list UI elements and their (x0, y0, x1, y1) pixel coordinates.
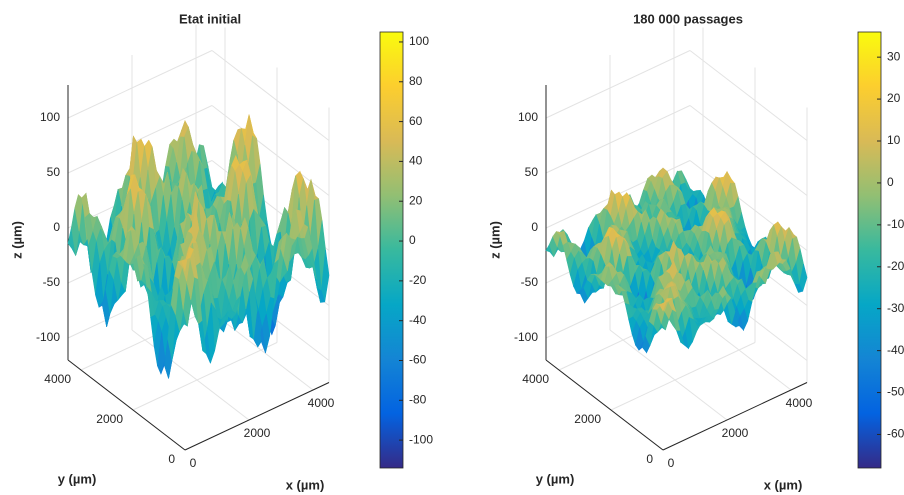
z-tick-label: 50 (47, 165, 61, 179)
grid-line (131, 329, 250, 421)
y-axis-label: y (µm) (536, 471, 575, 486)
subplot: 0 2000 4000 0 2000 4000 -100 -50 0 50 100 Etat init… (9, 11, 433, 492)
grid-line (211, 105, 330, 196)
colorbar-tick-label: -30 (887, 301, 904, 315)
grid-line (545, 105, 691, 174)
x-axis (662, 382, 808, 451)
colorbar-tick-label: 40 (409, 154, 423, 168)
z-tick-label: 100 (40, 110, 60, 124)
x-axis-label: x (µm) (286, 477, 325, 492)
z-tick-label: -100 (36, 330, 60, 344)
surface (67, 114, 330, 379)
grid-line (67, 105, 213, 174)
colorbar-tick-label: 30 (887, 49, 901, 63)
x-axis-label: x (µm) (764, 477, 803, 492)
colorbar-tick-label: 10 (887, 133, 901, 147)
colorbar-tick-label: -60 (409, 353, 427, 367)
z-tick-label: 100 (518, 110, 538, 124)
x-tick-label: 2000 (244, 426, 271, 440)
y-tick-label: 0 (646, 452, 653, 466)
z-tick-label: -100 (514, 330, 538, 344)
surface-patch (181, 247, 190, 272)
colorbar-tick-label: 80 (409, 74, 423, 88)
y-tick-label: 4000 (522, 372, 549, 386)
colorbar-tick-label: 60 (409, 114, 423, 128)
y-tick-label: 0 (168, 452, 175, 466)
colorbar-tick-label: -100 (409, 432, 433, 446)
z-axis-label: z (µm) (9, 221, 24, 259)
colorbar-tick-label: -40 (887, 343, 904, 357)
y-axis-label: y (µm) (58, 471, 97, 486)
chart-title: 180 000 passages (633, 11, 743, 26)
grid-line (610, 342, 756, 411)
colorbar-tick-label: 20 (887, 91, 901, 105)
colorbar-tick-label: 20 (409, 193, 423, 207)
grid-line (609, 329, 728, 421)
colorbar-tick-label: -20 (887, 259, 904, 273)
z-tick-label: 50 (525, 165, 539, 179)
surface (545, 167, 808, 354)
colorbar-tick-label: 100 (409, 34, 429, 48)
surface-patch (659, 298, 668, 312)
colorbar-tick-label: -60 (887, 427, 904, 441)
z-axis-label: z (µm) (487, 221, 502, 259)
x-tick-label: 0 (668, 456, 675, 470)
grid-line (211, 50, 330, 141)
y-axis (545, 359, 664, 451)
colorbar-tick-label: -40 (409, 313, 427, 327)
colorbar (379, 31, 404, 469)
grid-line (545, 50, 691, 119)
x-tick-label: 2000 (722, 426, 749, 440)
z-tick-label: -50 (521, 275, 539, 289)
colorbar-tick-label: -20 (409, 273, 427, 287)
colorbar-tick-label: 0 (887, 175, 894, 189)
x-axis (184, 382, 330, 451)
z-tick-label: -50 (43, 275, 61, 289)
x-tick-label: 0 (190, 456, 197, 470)
grid-line (689, 50, 808, 141)
z-tick-label: 0 (531, 220, 538, 234)
y-tick-label: 2000 (96, 412, 123, 426)
x-tick-label: 4000 (786, 396, 813, 410)
colorbar (857, 31, 882, 469)
grid-line (67, 50, 213, 119)
chart-title: Etat initial (179, 11, 241, 26)
grid-line (689, 105, 808, 196)
y-axis (67, 359, 186, 451)
colorbar-tick-label: 0 (409, 233, 416, 247)
colorbar-tick-label: -10 (887, 217, 904, 231)
x-tick-label: 4000 (308, 396, 335, 410)
grid-line (132, 342, 278, 411)
y-tick-label: 2000 (574, 412, 601, 426)
colorbar-tick-label: -50 (887, 385, 904, 399)
z-tick-label: 0 (53, 220, 60, 234)
colorbar-tick-label: -80 (409, 392, 427, 406)
y-tick-label: 4000 (44, 372, 71, 386)
